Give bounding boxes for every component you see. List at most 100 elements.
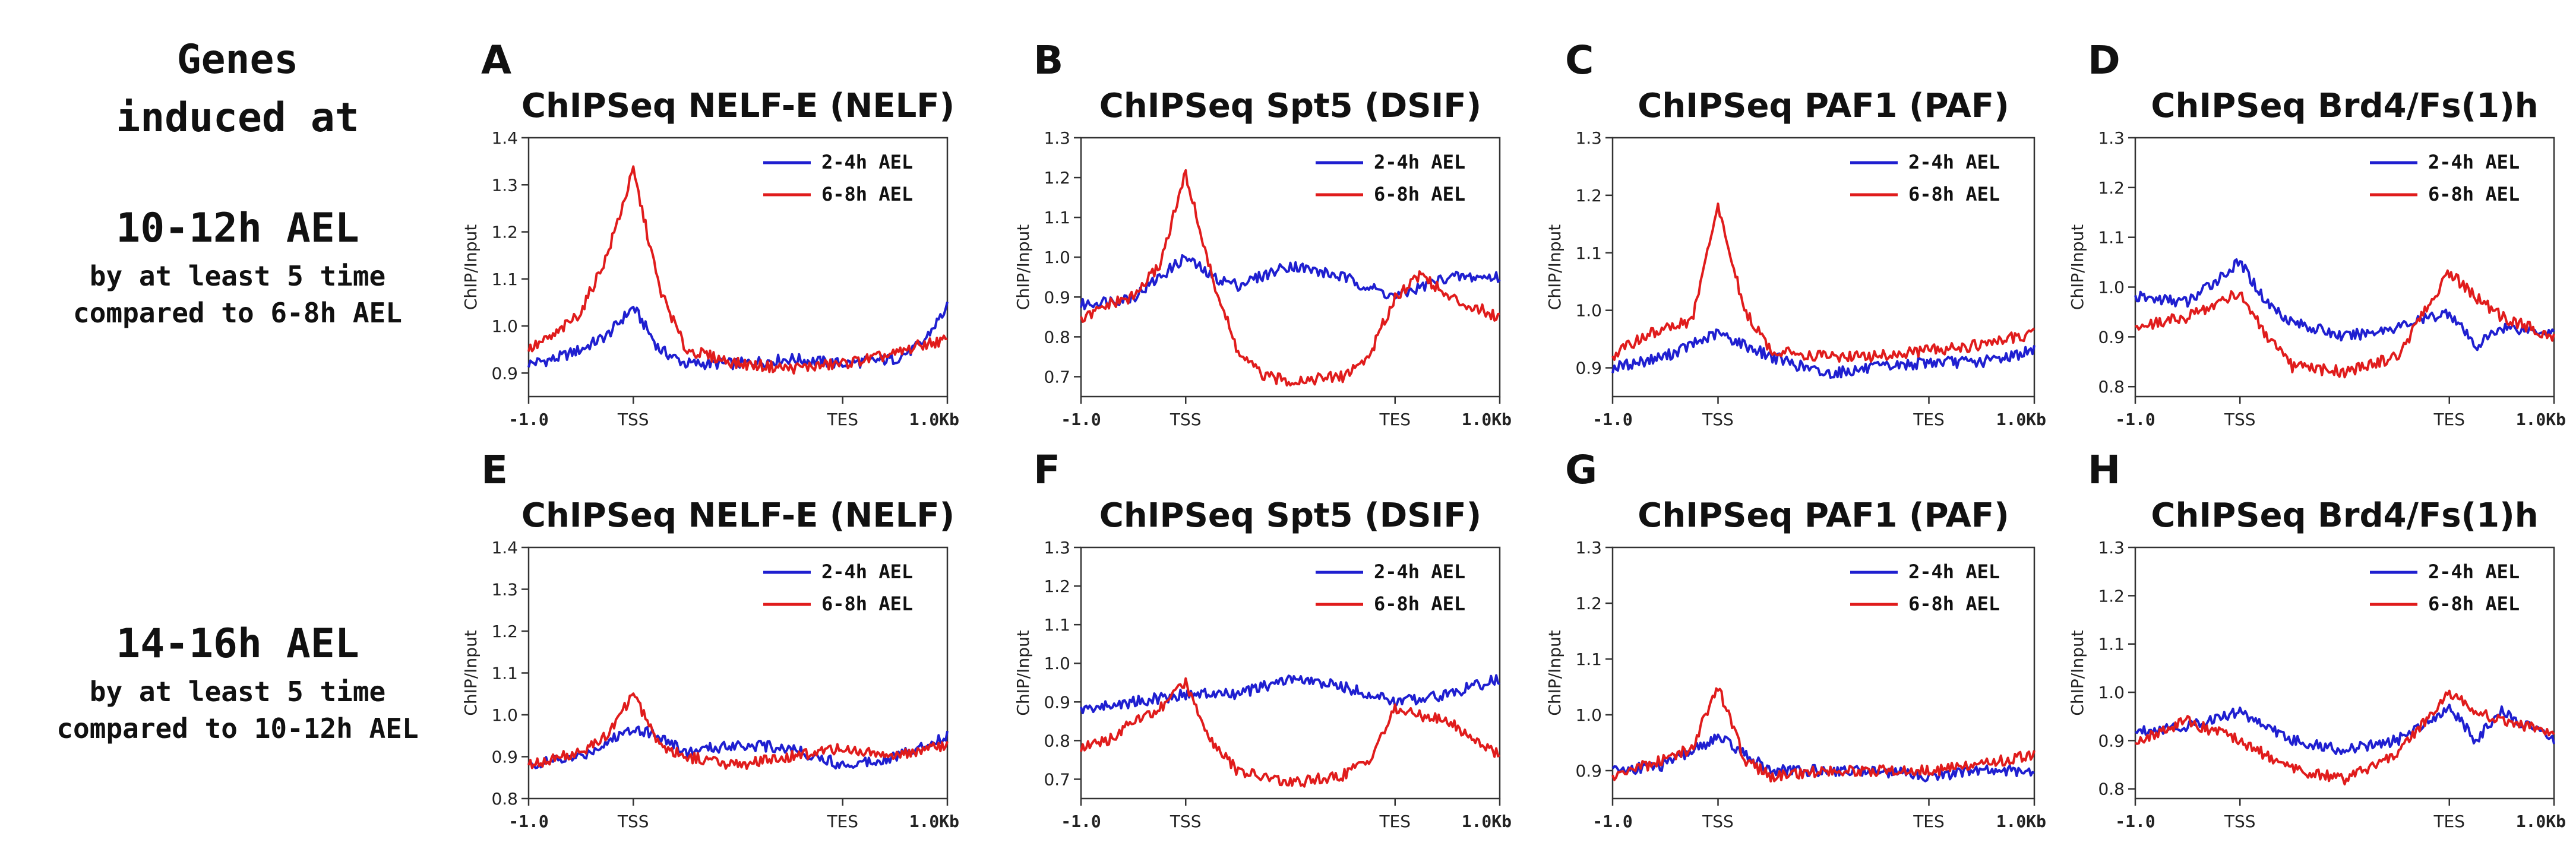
y-axis-label-f: ChIP/Input	[1013, 630, 1033, 715]
y-axis-label-b: ChIP/Input	[1013, 224, 1033, 310]
panel-letter-h: H	[2088, 447, 2120, 493]
y-tick-label-c: 1.3	[1575, 128, 1602, 148]
y-tick-label-g: 0.9	[1575, 761, 1602, 781]
y-tick-label-a: 1.0	[491, 316, 518, 336]
series-line-red-d	[2135, 269, 2555, 379]
y-tick-label-f: 0.7	[1044, 769, 1070, 789]
x-tick-label-h: -1.0	[2115, 812, 2155, 831]
y-tick-label-a: 1.4	[491, 128, 518, 148]
y-tick-label-d: 1.3	[2098, 128, 2125, 148]
y-tick-label-g: 1.2	[1575, 594, 1602, 613]
legend-label-g: 6-8h AEL	[1908, 593, 2000, 615]
legend-label-b: 6-8h AEL	[1374, 183, 1465, 205]
y-tick-label-d: 0.8	[2098, 377, 2125, 397]
series-line-red-a	[527, 165, 948, 375]
heading-line-1: Genes	[176, 36, 299, 83]
y-tick-label-c: 1.2	[1575, 186, 1602, 205]
panel-letter-c: C	[1565, 37, 1594, 83]
x-tick-label-g: TES	[1913, 812, 1945, 831]
y-tick-label-e: 1.3	[491, 580, 518, 600]
bottom-desc-line-1: by at least 5 time	[89, 676, 386, 708]
y-axis-label-d: ChIP/Input	[2068, 224, 2087, 310]
top-desc-line-1: by at least 5 time	[89, 260, 386, 292]
plot-frame-d	[2134, 137, 2555, 398]
x-tick-label-b: 1.0Kb	[1462, 410, 1512, 429]
y-tick-label-b: 1.1	[1044, 208, 1070, 227]
y-axis-label-g: ChIP/Input	[1545, 630, 1564, 715]
x-tick-label-h: 1.0Kb	[2516, 812, 2566, 831]
top-row-condition: 10-12h AEL by at least 5 time compared t…	[0, 199, 475, 331]
x-tick-label-a: TES	[826, 410, 858, 429]
series-line-blue-f	[1080, 674, 1501, 714]
series-line-red-e	[527, 692, 949, 770]
y-tick-label-g: 1.0	[1575, 705, 1602, 725]
panel-letter-d: D	[2088, 37, 2120, 83]
y-tick-label-e: 1.0	[491, 705, 518, 725]
y-tick-label-c: 1.0	[1575, 301, 1602, 321]
bottom-row-condition: 14-16h AEL by at least 5 time compared t…	[0, 615, 475, 747]
y-tick-label-h: 0.8	[2098, 780, 2125, 799]
x-tick-label-f: 1.0Kb	[1462, 812, 1512, 831]
bottom-desc-line-2: compared to 10-12h AEL	[56, 712, 419, 745]
legend-label-g: 2-4h AEL	[1908, 560, 2000, 583]
y-tick-label-e: 0.8	[491, 789, 518, 809]
y-tick-label-f: 1.3	[1044, 538, 1070, 557]
series-line-blue-c	[1611, 328, 2035, 379]
x-tick-label-g: 1.0Kb	[1996, 812, 2046, 831]
chart-title-e: ChIPSeq NELF-E (NELF)	[521, 496, 954, 535]
x-tick-label-f: TSS	[1170, 812, 1202, 831]
y-tick-label-a: 1.3	[491, 175, 518, 195]
legend-label-e: 6-8h AEL	[821, 593, 913, 615]
y-tick-label-a: 1.2	[491, 223, 518, 242]
x-tick-label-g: TSS	[1702, 812, 1734, 831]
y-tick-label-h: 1.3	[2098, 538, 2125, 557]
y-tick-label-d: 1.1	[2098, 228, 2125, 248]
x-tick-label-c: TSS	[1702, 410, 1734, 429]
x-tick-label-d: 1.0Kb	[2516, 410, 2566, 429]
y-tick-label-d: 1.0	[2098, 278, 2125, 297]
y-tick-label-d: 1.2	[2098, 178, 2125, 198]
y-tick-label-f: 0.8	[1044, 731, 1070, 750]
x-tick-label-c: TES	[1913, 410, 1945, 429]
chart-title-a: ChIPSeq NELF-E (NELF)	[521, 87, 954, 125]
chart-title-f: ChIPSeq Spt5 (DSIF)	[1099, 496, 1481, 535]
legend-label-d: 6-8h AEL	[2428, 183, 2520, 205]
chart-title-b: ChIPSeq Spt5 (DSIF)	[1099, 87, 1481, 125]
panel-letter-b: B	[1033, 37, 1063, 83]
y-axis-label-e: ChIP/Input	[461, 630, 481, 715]
y-tick-label-c: 1.1	[1575, 243, 1602, 263]
x-tick-label-g: -1.0	[1592, 812, 1632, 831]
heading-line-2: induced at	[116, 94, 359, 141]
plot-frame-g	[1611, 546, 2035, 800]
legend-label-f: 6-8h AEL	[1374, 593, 1465, 615]
bottom-time-label: 14-16h AEL	[116, 620, 359, 667]
panel-letter-a: A	[481, 37, 511, 83]
plot-frame-e	[527, 546, 949, 800]
y-tick-label-e: 1.4	[491, 538, 518, 557]
legend-label-c: 6-8h AEL	[1908, 183, 2000, 205]
x-tick-label-a: 1.0Kb	[909, 410, 959, 429]
y-tick-label-g: 1.1	[1575, 650, 1602, 669]
y-tick-label-f: 1.1	[1044, 615, 1070, 635]
chart-title-h: ChIPSeq Brd4/Fs(1)h	[2151, 496, 2538, 535]
y-tick-label-f: 1.0	[1044, 654, 1070, 673]
y-tick-label-e: 1.1	[491, 664, 518, 683]
x-tick-label-d: TES	[2433, 410, 2465, 429]
y-tick-label-d: 0.9	[2098, 327, 2125, 347]
y-tick-label-a: 1.1	[491, 270, 518, 289]
x-tick-label-b: TSS	[1170, 410, 1202, 429]
series-line-red-b	[1080, 169, 1500, 387]
series-line-blue-a	[527, 302, 949, 370]
y-tick-label-b: 1.2	[1044, 168, 1070, 188]
x-tick-label-d: TSS	[2224, 410, 2256, 429]
y-tick-label-h: 1.1	[2098, 635, 2125, 654]
x-tick-label-e: 1.0Kb	[909, 812, 959, 831]
y-tick-label-a: 0.9	[491, 363, 518, 383]
plot-frame-c	[1611, 137, 2035, 398]
series-line-red-h	[2135, 689, 2555, 785]
chart-title-c: ChIPSeq PAF1 (PAF)	[1638, 87, 2009, 125]
top-desc-line-2: compared to 6-8h AEL	[73, 297, 402, 329]
y-tick-label-b: 0.9	[1044, 287, 1070, 307]
y-tick-label-b: 0.8	[1044, 327, 1070, 347]
legend-label-d: 2-4h AEL	[2428, 151, 2520, 173]
